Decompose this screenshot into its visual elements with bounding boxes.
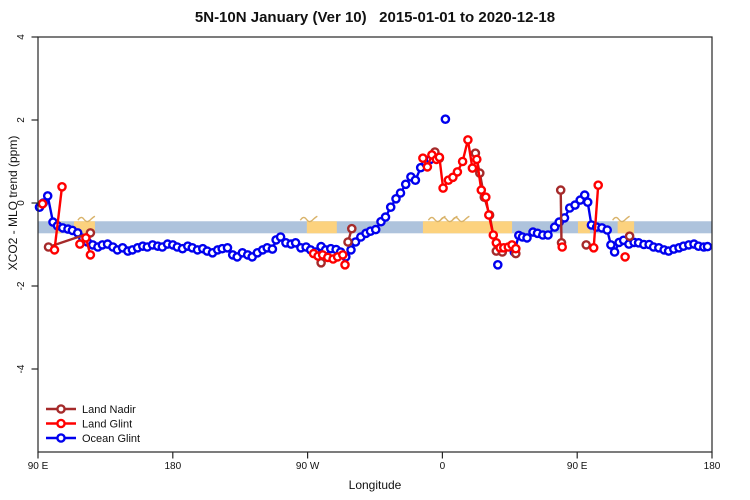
reference-band-land (306, 221, 337, 234)
data-point (57, 181, 67, 192)
data-point (337, 250, 348, 260)
coastline-outline-icon (451, 215, 470, 223)
data-point (434, 152, 445, 163)
coastline-outline-icon (299, 215, 318, 223)
data-point (593, 180, 604, 190)
data-point (422, 162, 433, 172)
series-line (474, 152, 503, 254)
data-point (37, 198, 48, 209)
data-point (467, 163, 478, 173)
y-tick-label: -4 (16, 364, 27, 373)
data-point (522, 233, 532, 243)
data-point (42, 191, 53, 201)
data-point (81, 233, 91, 243)
x-tick-label: 180 (164, 461, 181, 472)
reference-band-land (577, 221, 590, 234)
data-point (582, 197, 593, 207)
reference-band-land (617, 221, 635, 234)
legend: Land Nadir Land Glint Ocean Glint (46, 404, 140, 445)
x-tick-label: 90 E (28, 461, 49, 472)
data-point (471, 154, 482, 165)
data-point (463, 135, 473, 145)
data-point (702, 241, 713, 252)
data-point (543, 230, 553, 240)
data-point (492, 259, 503, 270)
x-tick-label: 90 W (296, 461, 320, 472)
coastline-outline-icon (612, 215, 630, 223)
x-axis-title: Longitude (348, 478, 402, 492)
data-point (391, 193, 401, 204)
x-tick-label: 0 (440, 461, 446, 472)
x-tick-label: 180 (704, 461, 721, 472)
data-point (581, 240, 592, 250)
data-point (488, 230, 499, 240)
data-point (602, 225, 613, 235)
data-point (438, 183, 448, 193)
data-point (555, 185, 566, 195)
data-point (620, 252, 630, 262)
y-tick-label: -2 (16, 281, 27, 290)
data-point (476, 185, 487, 195)
series-line (592, 185, 600, 248)
data-point (49, 245, 60, 255)
data-point (606, 240, 616, 250)
data-point (380, 212, 391, 222)
data-point (511, 243, 521, 254)
data-point (346, 223, 357, 234)
y-tick-label: 4 (16, 34, 27, 40)
data-point (410, 175, 421, 185)
data-point (222, 242, 233, 253)
data-point (340, 259, 350, 270)
data-point (75, 239, 85, 249)
data-point (457, 156, 468, 167)
reference-band-land (422, 221, 513, 234)
data-point (385, 202, 396, 212)
data-point (452, 167, 463, 177)
series-land-glint (37, 135, 630, 270)
series-line (559, 190, 563, 243)
data-point (395, 188, 406, 198)
plot-border (37, 36, 713, 453)
legend-marker-icon (56, 418, 66, 429)
coastline-outline-icon (77, 215, 96, 223)
data-point (400, 179, 411, 190)
x-tick-label: 90 E (567, 461, 588, 472)
y-tick-label: 2 (16, 117, 27, 123)
data-point (440, 114, 451, 124)
data-point (483, 210, 494, 220)
legend-marker-icon (56, 404, 66, 414)
legend-marker-icon (56, 433, 66, 443)
data-point (588, 242, 599, 253)
data-point (346, 245, 356, 255)
data-point (609, 247, 620, 257)
data-point (480, 192, 491, 202)
chart-title: 5N-10N January (Ver 10) 2015-01-01 to 20… (194, 9, 556, 26)
data-point (275, 232, 286, 242)
series-line (53, 186, 64, 251)
legend-label: Land Nadir (82, 404, 136, 416)
series-ocean-glint (34, 114, 713, 270)
y-tick-label: 0 (16, 200, 27, 206)
data-point (624, 231, 635, 241)
data-point (418, 153, 428, 163)
legend-label: Ocean Glint (82, 433, 140, 445)
data-point (343, 237, 353, 247)
data-point (370, 224, 381, 235)
data-point (557, 242, 568, 252)
data-point (267, 244, 278, 254)
data-point (85, 250, 96, 260)
legend-label: Land Glint (82, 418, 132, 430)
